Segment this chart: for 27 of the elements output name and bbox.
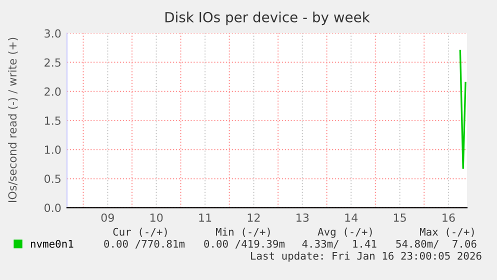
x-tick-label: 16: [442, 213, 455, 222]
y-tick-label: 0.5: [44, 174, 60, 184]
x-tick-label: 14: [345, 214, 358, 222]
text: 4.33m/ 1.41: [302, 240, 376, 249]
y-axis-title: IOs/second read (-) / write (+): [8, 38, 18, 202]
x-tick-label: 13: [296, 213, 309, 222]
y-tick-label: 3.0: [44, 29, 61, 38]
text: 0.00 /770.81m: [104, 240, 185, 249]
y-tick-label: 2.0: [44, 87, 61, 96]
y-tick-label: 2.5: [44, 58, 60, 67]
chart-title: Disk IOs per device - by week: [165, 12, 370, 26]
x-tick-label: 10: [150, 213, 163, 222]
y-tick-label: 1.0: [44, 146, 61, 154]
y-tick-label: 1.5: [44, 116, 60, 125]
text: Min (-/+): [216, 228, 270, 237]
x-tick-label: 09: [101, 213, 114, 222]
text: Max (-/+): [420, 228, 474, 237]
x-tick-label: 11: [199, 214, 212, 222]
text: 0.00 /419.39m: [204, 240, 285, 249]
text: Cur (-/+): [113, 228, 167, 237]
text: Avg (-/+): [318, 228, 372, 238]
x-tick-label: 15: [394, 214, 406, 222]
text: Last update: Fri Jan 16 23:00:05 2026: [251, 252, 482, 262]
legend-label: nvme0n1: [30, 240, 74, 248]
text: 54.80m/ 7.06: [396, 240, 476, 249]
y-tick-label: 0.0: [44, 204, 61, 212]
x-tick-label: 12: [248, 213, 260, 222]
